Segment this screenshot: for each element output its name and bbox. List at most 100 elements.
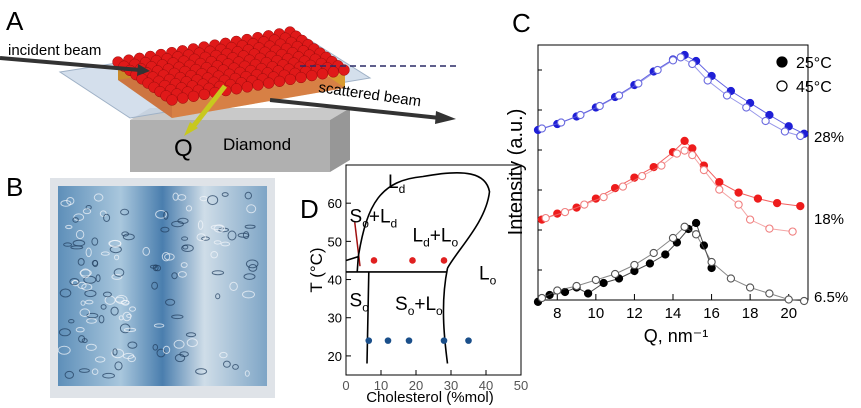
q-vector-arrowhead [184,122,198,136]
xrd-point [599,278,608,288]
x-tick-label: 20 [780,305,797,322]
point-25c [405,337,413,344]
phase-diagram-frame [345,164,522,376]
crystal-blob [84,299,94,305]
phase-region-labels: Ld So+Ld Ld+Lo Lo So So+Lo [350,172,497,318]
xrd-point [780,127,790,136]
crystal-blob [111,273,123,280]
legend-marker [776,56,788,68]
crystal-blob [213,240,222,245]
crystal-blob [102,291,112,298]
xrd-point [649,248,658,258]
crystal-blob [79,308,91,318]
legend-label: 25°C [796,55,832,72]
crystal-blob [177,217,189,224]
phase-region-label: Ld+Lo [413,225,459,249]
xrd-point [591,275,601,285]
headgroup-sphere [338,64,350,76]
crystal-blob [114,254,120,261]
crystal-blob [244,224,256,229]
crystal-blob [197,220,204,230]
crystal-blob [215,293,221,300]
headgroup-sphere [306,69,318,82]
panel-d-letter: D [300,194,319,224]
xrd-point [668,233,678,243]
crystal-blob [153,323,165,328]
phase-region-label: Ld [388,172,405,196]
crystal-blob [100,251,110,256]
crystal-blob [242,231,250,240]
xrd-point [680,222,689,231]
xrd-point [722,91,732,100]
crystal-blob [181,236,189,241]
phase-diagram-xlabel: Cholesterol (%mol) [366,389,494,406]
crystal-blob [114,361,123,371]
crystal-blob [78,368,90,373]
crystal-blob [82,208,92,215]
point-45c [409,257,416,264]
crystal-blob [111,348,125,359]
panel-b-letter: B [6,172,23,202]
crystal-blob [199,196,208,202]
lipid-side-front [172,74,345,118]
x-tick-label: 40 [479,378,493,393]
y-tick-label: 20 [328,349,342,364]
crystal-blob [103,213,111,222]
crystal-blob [80,268,91,279]
crystal-blob [165,298,176,306]
xrd-point [745,215,755,224]
xrd-point [726,274,736,283]
crystal-blob [68,319,75,324]
crystal-blob [75,229,85,240]
point-45c [440,257,448,264]
xrd-point [614,91,624,100]
phase-region-label: So [350,290,370,314]
xrd-point [699,165,709,175]
xrd-point [707,257,716,267]
y-tick-label: 30 [328,311,342,326]
xrd-point [645,259,655,268]
lipid-bilayer [112,26,350,118]
panel-a-letter: A [6,6,24,36]
crystal-blob [91,260,99,267]
xrd-point [753,194,763,203]
panel-b: B [6,172,275,398]
xrd-point [556,118,566,127]
xrd-point [661,250,670,259]
crystal-blob [185,205,193,212]
crystal-blob [123,327,137,332]
crystal-blob [164,253,175,261]
so-ld-pointer [354,222,361,267]
panel-a: A incident beam scattered beam Q Diamond [0,6,456,172]
legend-marker [776,80,788,92]
xrd-point [765,110,774,120]
y-tick-label: 40 [328,273,342,288]
xrd-point [595,101,604,111]
crystal-blob [161,252,171,262]
xrd-point [788,227,797,236]
concentration-label: 6.5% [814,289,848,306]
point-45c [370,257,378,264]
point-25c [440,337,448,344]
x-tick-label: 16 [703,305,720,322]
crystal-blob [126,313,132,318]
xrd-point [657,161,666,170]
crystal-blob [160,226,170,233]
phase-region-label: Lo [479,264,497,288]
xrd-point [560,207,570,217]
crystal-blob [112,348,118,356]
crystal-blob [80,300,86,306]
headgroup-sphere [166,94,178,106]
crystal-blob [72,239,86,247]
crystal-blob [110,306,119,316]
crystal-blob [121,231,130,237]
crystal-blob [244,370,250,377]
xrd-point [537,293,547,303]
xrd-point [796,131,805,141]
xrd-point [680,146,689,155]
crystal-blob [127,341,138,349]
crystal-blob [64,370,75,379]
crystal-blob [115,294,128,305]
crystal-blob [108,240,122,247]
